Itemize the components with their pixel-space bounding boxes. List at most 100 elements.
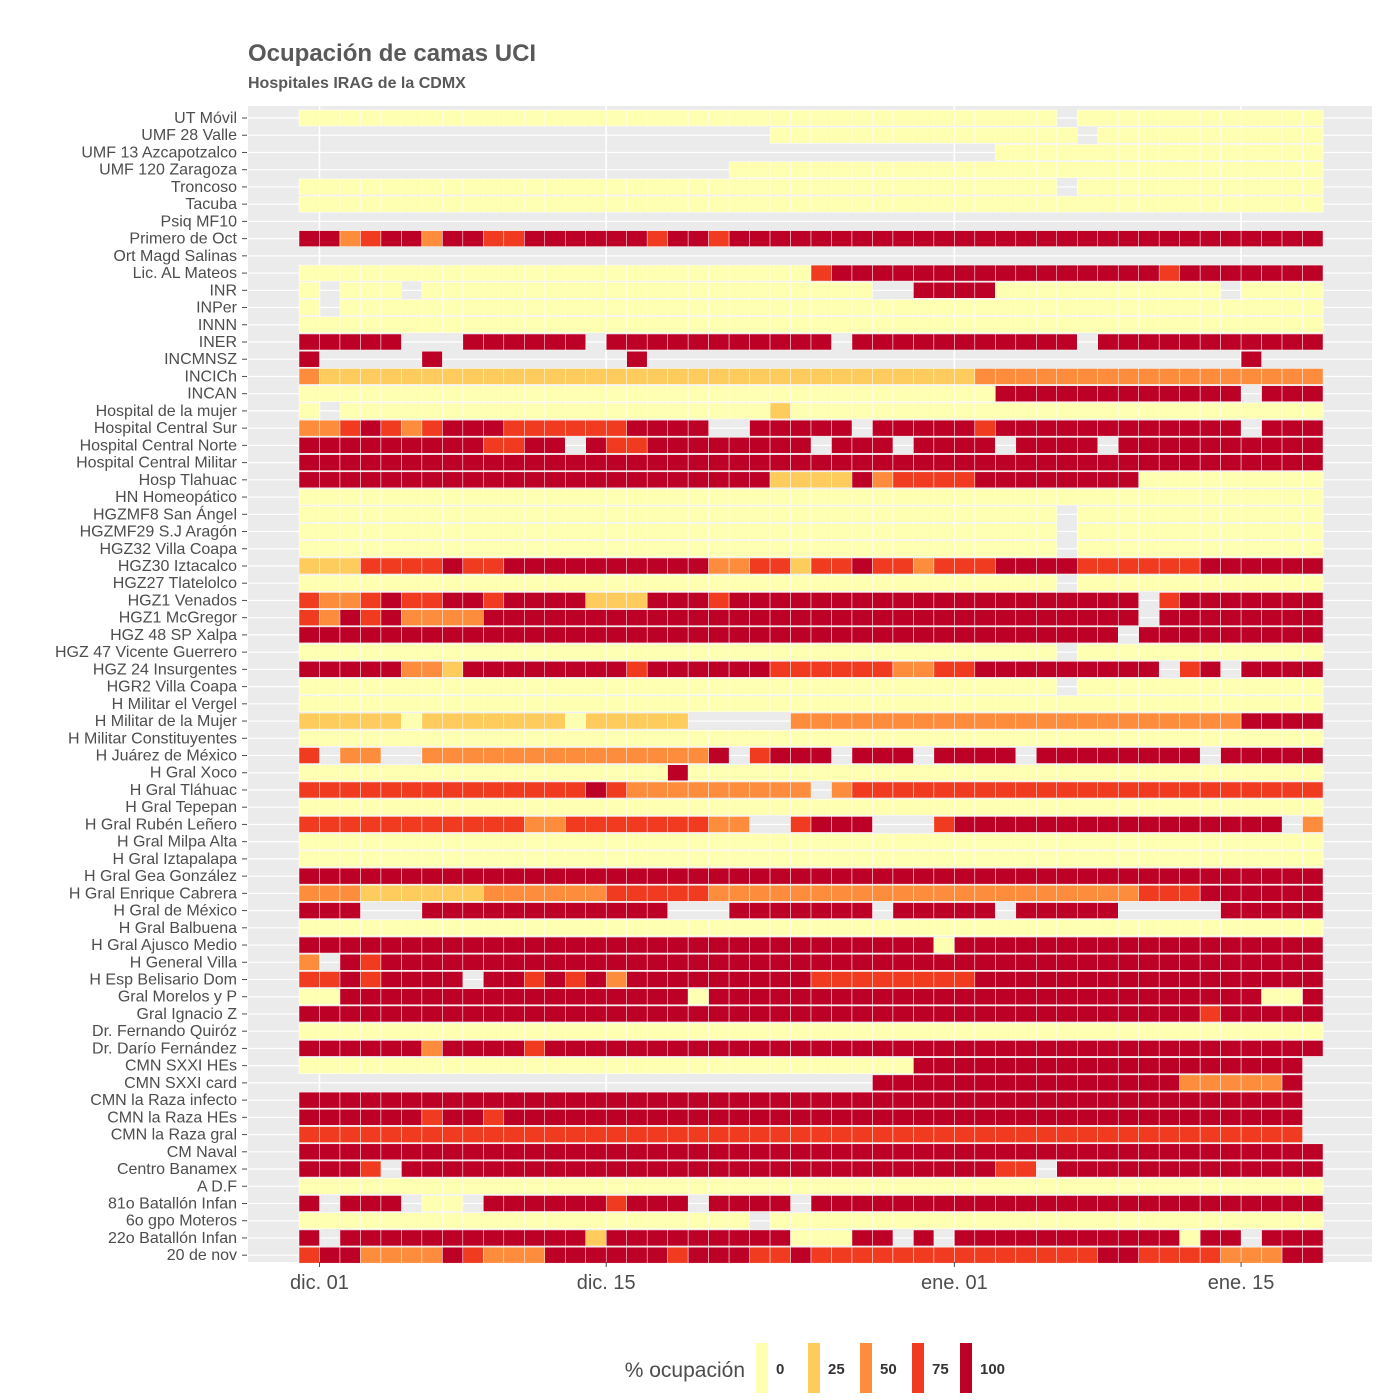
heatmap-cell <box>1036 574 1058 592</box>
heatmap-cell <box>503 488 525 506</box>
heatmap-cell <box>339 592 361 609</box>
heatmap-cell <box>585 1143 607 1161</box>
heatmap-cell <box>913 781 935 799</box>
heatmap-cell <box>667 333 689 351</box>
heatmap-cell <box>401 1040 423 1057</box>
heatmap-cell <box>954 1229 976 1247</box>
heatmap-cell <box>995 919 1017 937</box>
heatmap-cell <box>1056 1005 1078 1023</box>
heatmap-cell <box>503 195 525 213</box>
heatmap-cell <box>421 178 443 196</box>
heatmap-cell <box>605 1160 627 1178</box>
heatmap-cell <box>1302 626 1324 644</box>
heatmap-cell <box>442 1143 464 1161</box>
heatmap-cell <box>1261 178 1283 196</box>
heatmap-cell <box>933 282 955 299</box>
heatmap-cell <box>1179 1109 1201 1126</box>
heatmap-cell <box>1240 1109 1262 1126</box>
heatmap-cell <box>687 178 709 196</box>
heatmap-cell <box>1281 678 1303 695</box>
heatmap-cell <box>872 230 894 247</box>
heatmap-cell <box>442 540 464 557</box>
heatmap-cell <box>790 1057 812 1074</box>
heatmap-cell <box>872 747 894 764</box>
heatmap-cell <box>913 368 935 385</box>
heatmap-cell <box>401 368 423 385</box>
heatmap-cell <box>1281 919 1303 937</box>
row-label: CM Naval <box>167 1144 237 1161</box>
heatmap-cell <box>974 1109 996 1126</box>
heatmap-cell <box>810 902 832 919</box>
heatmap-cell <box>1076 109 1099 127</box>
heatmap-cell <box>728 540 750 557</box>
heatmap-cell <box>1302 299 1324 316</box>
heatmap-cell <box>1158 1212 1180 1229</box>
heatmap-cell <box>524 833 546 850</box>
heatmap-cell <box>1015 557 1037 575</box>
heatmap-cell <box>872 1057 894 1074</box>
heatmap-cell <box>933 419 955 437</box>
heatmap-cell <box>339 109 361 127</box>
heatmap-cell <box>1117 885 1139 902</box>
heatmap-cell <box>790 1126 812 1143</box>
heatmap-cell <box>1220 264 1242 282</box>
heatmap-cell <box>1015 161 1037 178</box>
heatmap-cell <box>790 1160 812 1178</box>
heatmap-cell <box>462 1229 484 1247</box>
heatmap-cell <box>1056 385 1078 402</box>
heatmap-cell <box>380 1143 402 1161</box>
heatmap-cell <box>687 833 709 850</box>
heatmap-cell <box>1158 1057 1180 1074</box>
heatmap-cell <box>339 178 361 196</box>
heatmap-cell <box>421 936 443 954</box>
heatmap-cell <box>851 816 873 833</box>
heatmap-cell <box>995 385 1017 402</box>
heatmap-cell <box>1117 971 1139 988</box>
heatmap-cell <box>790 919 812 937</box>
heatmap-cell <box>646 1229 668 1247</box>
heatmap-cell <box>564 557 587 575</box>
heatmap-cell <box>605 609 627 626</box>
heatmap-cell <box>1056 488 1078 506</box>
heatmap-cell <box>1240 988 1262 1005</box>
heatmap-cell <box>1076 144 1099 161</box>
heatmap-cell <box>933 1126 955 1143</box>
heatmap-cell <box>872 506 894 523</box>
heatmap-cell <box>524 954 546 971</box>
heatmap-cell <box>462 1126 484 1143</box>
heatmap-cell <box>790 1005 812 1023</box>
heatmap-cell <box>1138 299 1160 316</box>
heatmap-cell <box>831 195 853 213</box>
heatmap-cell <box>1056 816 1078 833</box>
heatmap-cell <box>1220 523 1242 540</box>
heatmap-cell <box>1015 1126 1037 1143</box>
heatmap-cell <box>769 126 791 144</box>
heatmap-cell <box>872 988 894 1005</box>
heatmap-cell <box>524 368 546 385</box>
heatmap-cell <box>1158 643 1180 661</box>
heatmap-cell <box>954 712 976 730</box>
heatmap-cell <box>954 850 976 868</box>
heatmap-cell <box>1179 609 1201 626</box>
heatmap-cell <box>442 454 464 471</box>
heatmap-cell <box>421 1040 443 1057</box>
heatmap-cell <box>1281 885 1303 902</box>
heatmap-cell <box>1076 1091 1099 1109</box>
heatmap-cell <box>728 333 750 351</box>
heatmap-cell <box>1097 1022 1119 1040</box>
heatmap-cell <box>1158 1040 1180 1057</box>
heatmap-cell <box>1179 867 1201 885</box>
heatmap-cell <box>1261 419 1283 437</box>
heatmap-cell <box>974 1091 996 1109</box>
heatmap-cell <box>605 299 627 316</box>
heatmap-cell <box>1281 144 1303 161</box>
heatmap-cell <box>1015 1057 1037 1074</box>
heatmap-cell <box>1220 506 1242 523</box>
heatmap-cell <box>524 695 546 713</box>
heatmap-cell <box>1281 574 1303 592</box>
heatmap-cell <box>483 988 505 1005</box>
heatmap-cell <box>1261 626 1283 644</box>
heatmap-cell <box>298 902 320 919</box>
heatmap-cell <box>626 850 648 868</box>
heatmap-cell <box>1117 419 1139 437</box>
